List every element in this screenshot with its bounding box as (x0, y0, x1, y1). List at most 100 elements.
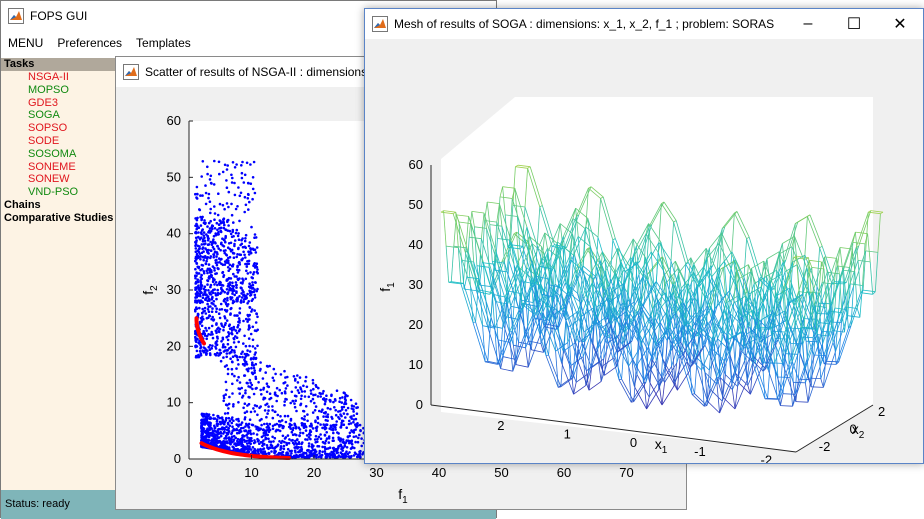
mesh-line (506, 239, 510, 272)
mesh-line (707, 400, 720, 414)
task-item-gde3[interactable]: GDE3 (28, 96, 58, 109)
scatter-point (284, 376, 287, 379)
menu-item-templates[interactable]: Templates (136, 36, 191, 50)
mesh-line (510, 244, 523, 247)
scatter-point (220, 446, 223, 449)
scatter-point (350, 417, 353, 420)
scatter-point (228, 442, 231, 445)
mesh-line (735, 286, 749, 328)
mesh-line (734, 380, 748, 410)
main-titlebar[interactable]: FOPS GUI (1, 1, 496, 31)
mesh-line (497, 238, 510, 241)
mesh-line (560, 351, 564, 387)
scatter-point (245, 363, 249, 366)
scatter-point (237, 363, 240, 366)
mesh-line (446, 245, 459, 249)
task-item-sonew[interactable]: SONEW (28, 173, 70, 186)
scatter-point (286, 452, 290, 455)
task-item-soga[interactable]: SOGA (28, 109, 60, 122)
scatter-point (253, 191, 257, 195)
mesh-line (781, 257, 795, 294)
menu-item-preferences[interactable]: Preferences (57, 36, 123, 50)
scatter-point (222, 356, 225, 359)
scatter-point (306, 456, 310, 459)
task-item-sopso[interactable]: SOPSO (28, 122, 68, 135)
task-item-mopso[interactable]: MOPSO (28, 83, 69, 96)
tasks-header[interactable]: Tasks (1, 58, 116, 71)
menu-item-menu[interactable]: MENU (8, 36, 44, 50)
scatter-point (217, 232, 220, 236)
mesh-line (755, 362, 768, 399)
scatter-point (282, 381, 285, 385)
mesh-line (801, 319, 815, 356)
scatter-point (228, 281, 232, 284)
scatter-point (211, 344, 214, 348)
mesh-line (629, 266, 633, 283)
scatter-point (202, 231, 206, 234)
scatter-point (238, 307, 242, 310)
mesh-line (767, 362, 771, 399)
mesh-line (817, 305, 831, 342)
scatter-point (267, 430, 271, 434)
mesh-line (511, 295, 516, 332)
mesh-line (791, 327, 795, 363)
mesh-line (813, 328, 817, 330)
scatter-point (256, 448, 260, 451)
close-button[interactable]: ✕ (893, 16, 907, 33)
scatter-point (255, 262, 259, 265)
section-comparative-studies[interactable]: Comparative Studies (4, 211, 114, 224)
scatter-point (231, 251, 235, 255)
mesh-line (821, 261, 825, 270)
mesh-line (529, 254, 543, 295)
scatter-point (249, 429, 252, 433)
mesh-line (531, 243, 535, 282)
mesh-line (635, 334, 640, 367)
task-item-sode[interactable]: SODE (28, 134, 60, 147)
scatter-point (226, 338, 230, 342)
scatter-y-tick-label: 60 (167, 113, 181, 128)
scatter-point (232, 403, 235, 406)
scatter-point (317, 435, 321, 439)
mesh-line (632, 238, 646, 258)
task-item-sosoma[interactable]: SOSOMA (28, 147, 77, 160)
mesh-line (687, 286, 691, 295)
mesh-z-tick-label: 20 (409, 317, 423, 332)
scatter-point (262, 431, 266, 435)
mesh-line (718, 232, 722, 244)
maximize-button[interactable]: ☐ (846, 16, 862, 33)
mesh-titlebar[interactable]: Mesh of results of SOGA : dimensions: x_… (365, 9, 923, 39)
mesh-line (491, 292, 496, 329)
mesh-line (554, 268, 567, 311)
mesh-line (653, 283, 667, 303)
mesh-line (536, 276, 549, 280)
scatter-point (310, 454, 314, 457)
scatter-point (226, 164, 229, 167)
mesh-line (611, 307, 615, 310)
scatter-point (252, 160, 256, 164)
mesh-line (673, 221, 687, 265)
scatter-point (239, 439, 243, 442)
task-item-soneme[interactable]: SONEME (28, 160, 76, 173)
scatter-point (283, 440, 286, 444)
minimize-button[interactable]: – (803, 15, 813, 32)
scatter-point (204, 298, 207, 301)
scatter-point (205, 269, 208, 273)
scatter-point (233, 374, 236, 378)
mesh-line (684, 286, 697, 326)
scatter-point (227, 224, 230, 227)
scatter-point (273, 436, 277, 440)
scatter-point (195, 185, 199, 189)
mesh-line (493, 277, 507, 317)
scatter-point (215, 297, 218, 301)
scatter-point (313, 448, 317, 452)
scatter-point (209, 431, 212, 435)
scatter-point (240, 242, 244, 246)
mesh-line (631, 401, 634, 403)
scatter-point (235, 286, 238, 289)
section-chains[interactable]: Chains (4, 198, 41, 211)
task-item-vnd-pso[interactable]: VND-PSO (28, 186, 79, 199)
task-item-nsga-ii[interactable]: NSGA-II (28, 71, 69, 83)
scatter-point (211, 429, 215, 433)
scatter-point (209, 333, 213, 336)
